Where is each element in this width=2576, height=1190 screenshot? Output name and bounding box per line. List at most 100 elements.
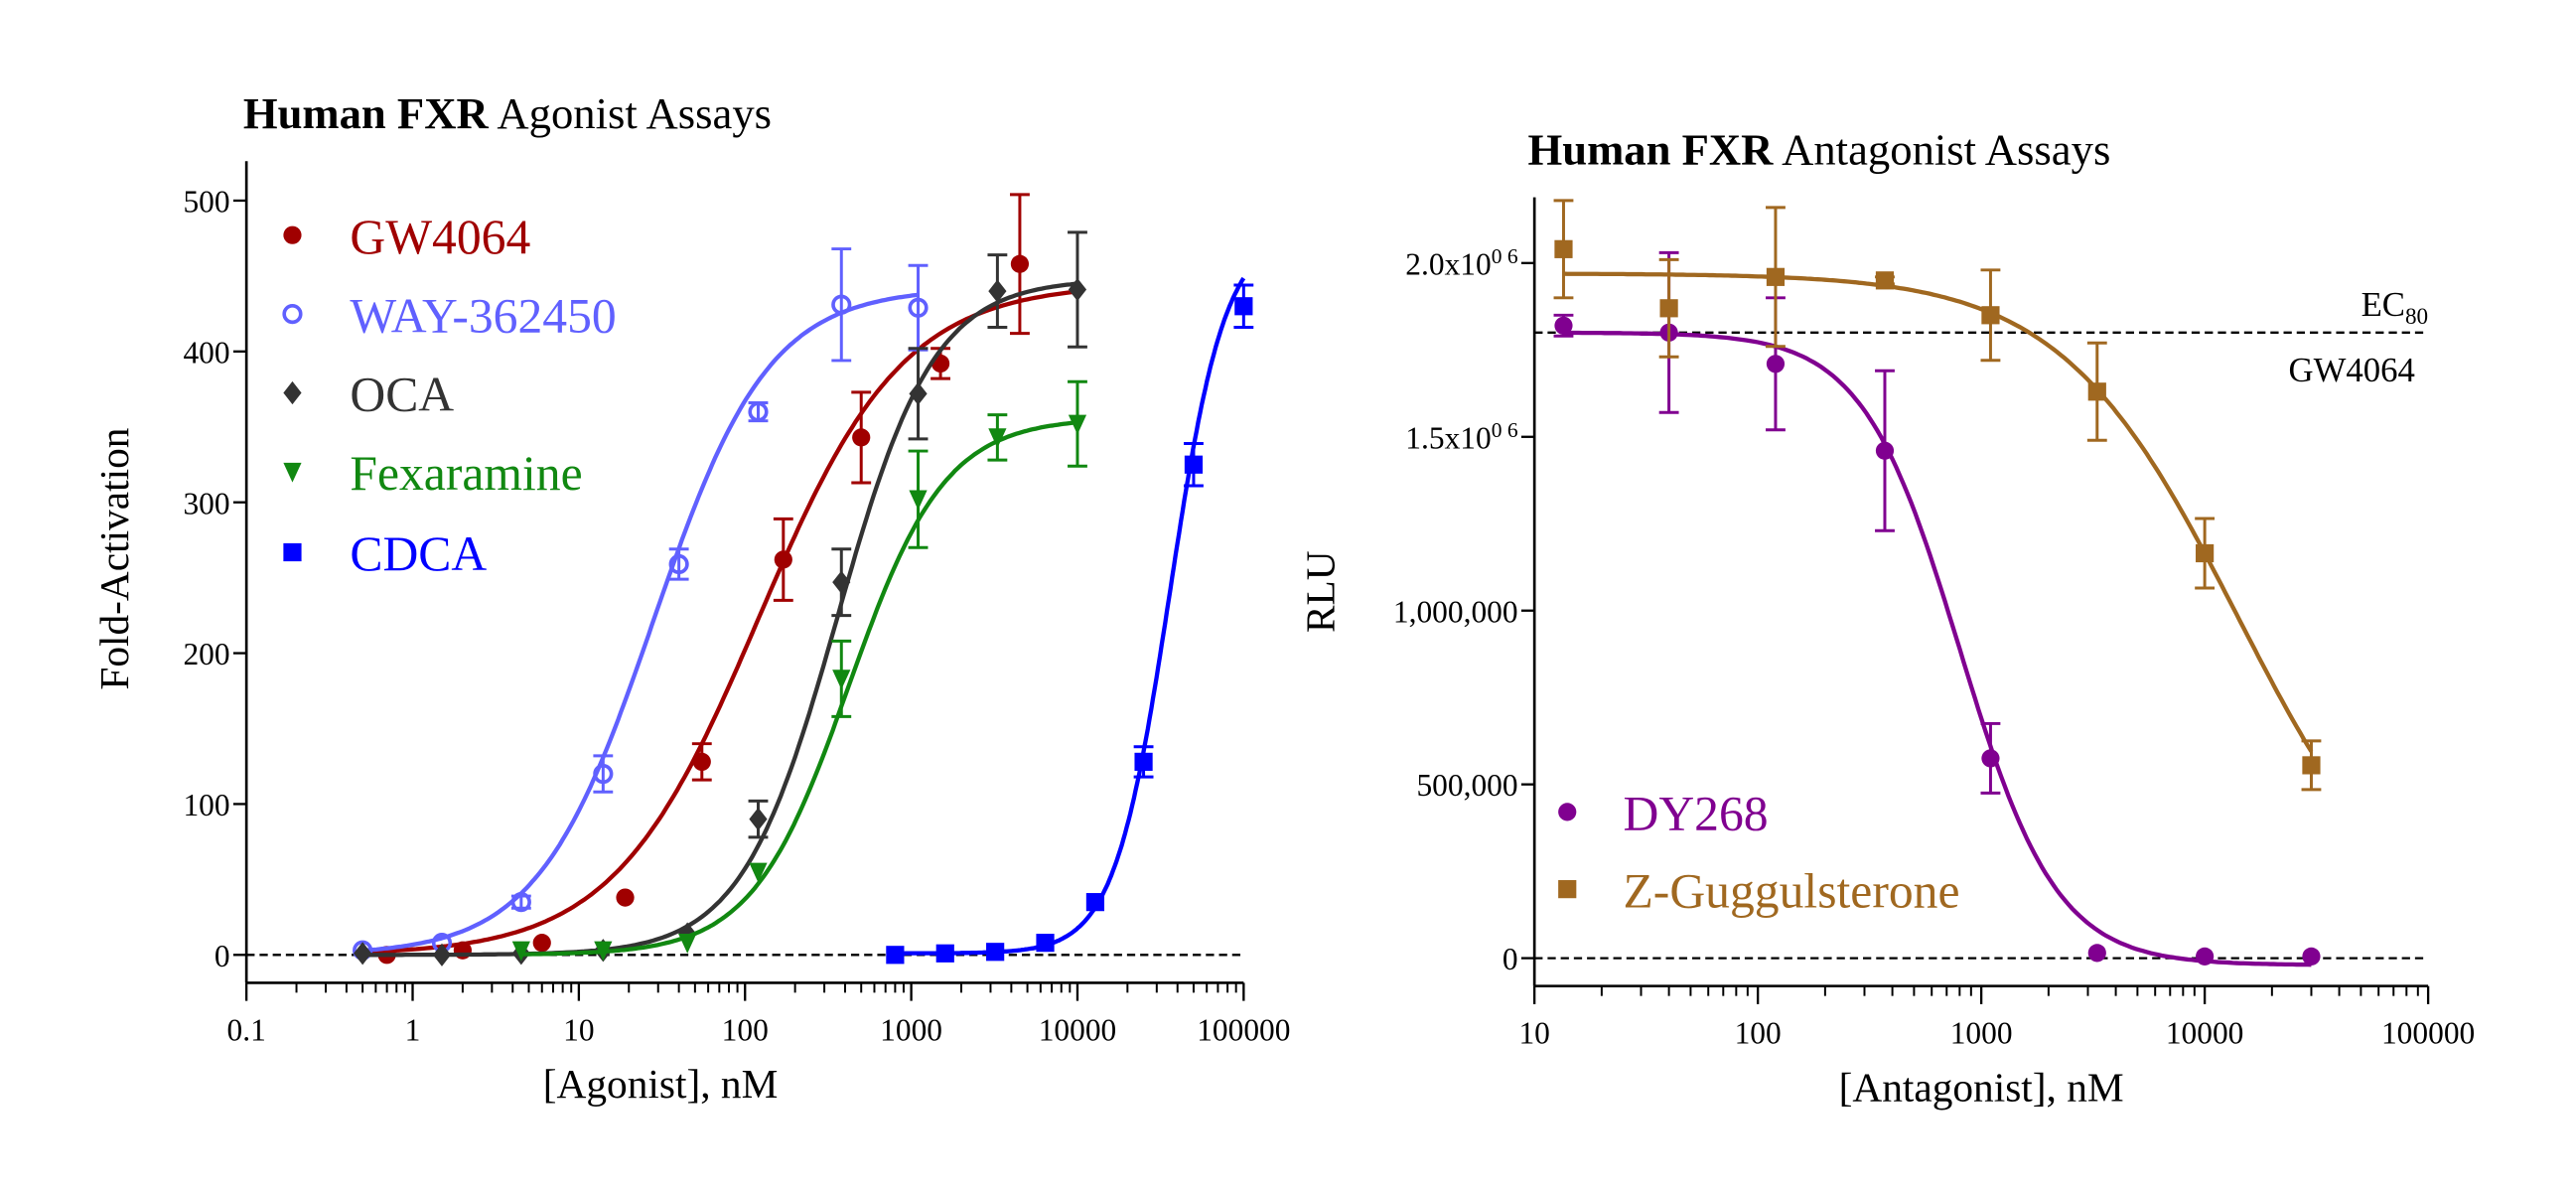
data-point bbox=[532, 934, 551, 953]
data-point bbox=[594, 941, 613, 962]
data-point bbox=[1659, 299, 1678, 318]
data-point bbox=[1875, 441, 1895, 460]
data-point bbox=[749, 862, 768, 883]
y-tick-text: 1.5x10 bbox=[1405, 420, 1491, 455]
x-tick-label: 1000 bbox=[1950, 1016, 2013, 1051]
y-tick-text: 0 bbox=[1503, 942, 1518, 976]
legend-label: CDCA bbox=[350, 526, 487, 581]
data-point bbox=[2302, 947, 2321, 966]
data-point bbox=[852, 428, 871, 447]
antagonist-chart: Human FXR Antagonist Assays [Antagonist]… bbox=[1297, 125, 2475, 1111]
legend-marker bbox=[283, 380, 302, 405]
data-point bbox=[1134, 752, 1153, 772]
series-fexaramine bbox=[511, 379, 1087, 962]
y-tick-text: 0 bbox=[215, 939, 230, 973]
data-point bbox=[1981, 306, 2000, 325]
data-point bbox=[774, 550, 792, 569]
x-axis-label: [Antagonist], nM bbox=[1839, 1065, 2124, 1111]
data-point bbox=[749, 808, 768, 831]
error-bar bbox=[593, 754, 614, 794]
x-tick-label: 10000 bbox=[1039, 1012, 1117, 1047]
fit-curve bbox=[520, 420, 1078, 957]
legend-label: GW4064 bbox=[350, 210, 530, 264]
y-tick-text: 100 bbox=[183, 788, 229, 822]
series-dy268 bbox=[1553, 250, 2321, 967]
data-point bbox=[831, 294, 852, 315]
fit-curve bbox=[362, 289, 1078, 955]
data-point bbox=[1068, 414, 1087, 435]
y-tick-text: 2.0x10 bbox=[1405, 246, 1491, 281]
data-point bbox=[1036, 934, 1055, 953]
title-rest: Agonist Assays bbox=[489, 88, 772, 138]
data-point bbox=[1554, 316, 1573, 335]
y-tick-label: 500 bbox=[183, 185, 229, 220]
data-point bbox=[908, 297, 929, 318]
y-tick-label: 0 bbox=[215, 939, 230, 973]
y-tick-text: 500 bbox=[183, 185, 229, 220]
fit-curve bbox=[1563, 330, 2312, 967]
data-point bbox=[1981, 749, 2000, 768]
data-point bbox=[986, 943, 1005, 962]
data-point bbox=[2196, 947, 2215, 966]
data-point bbox=[909, 490, 928, 511]
y-tick-superscript: 0 6 bbox=[1492, 418, 1518, 442]
data-point bbox=[2196, 543, 2215, 563]
legend-marker bbox=[283, 225, 302, 244]
x-axis-label: [Agonist], nM bbox=[543, 1061, 779, 1107]
data-point bbox=[2087, 382, 2106, 401]
data-point bbox=[668, 553, 689, 575]
data-point bbox=[748, 401, 769, 422]
data-point bbox=[832, 669, 851, 690]
y-tick-label: 300 bbox=[183, 486, 229, 521]
ec-text: EC bbox=[2361, 285, 2405, 324]
legend-marker bbox=[1558, 803, 1577, 821]
data-point bbox=[1554, 239, 1573, 258]
legend-marker bbox=[282, 304, 303, 325]
series-cdca bbox=[886, 276, 1254, 965]
y-tick-label: 2.0x100 6 bbox=[1405, 244, 1518, 282]
y-tick-text: 300 bbox=[183, 486, 229, 521]
y-tick-text: 1,000,000 bbox=[1393, 594, 1518, 629]
x-tick-label: 100000 bbox=[1197, 1012, 1290, 1047]
x-tick-label: 1000 bbox=[880, 1012, 942, 1047]
y-tick-text: 400 bbox=[183, 335, 229, 370]
data-point bbox=[1766, 267, 1786, 286]
y-tick-label: 1.5x100 6 bbox=[1405, 418, 1518, 456]
y-tick-label: 500,000 bbox=[1416, 768, 1517, 803]
agonist-chart: Human FXR Agonist Assays [Agonist], nM F… bbox=[91, 88, 1290, 1107]
legend-label: OCA bbox=[350, 368, 454, 422]
y-tick-label: 100 bbox=[183, 788, 229, 822]
data-point bbox=[2302, 756, 2321, 775]
y-axis-label: Fold-Activation bbox=[91, 427, 137, 689]
legend-marker bbox=[283, 542, 302, 562]
data-point bbox=[692, 752, 711, 772]
error-bar bbox=[668, 547, 689, 581]
legend-label: WAY-362450 bbox=[350, 288, 616, 343]
legend-label: DY268 bbox=[1623, 787, 1768, 841]
y-tick-label: 1,000,000 bbox=[1393, 594, 1518, 629]
y-tick-text: 200 bbox=[183, 637, 229, 671]
data-point bbox=[616, 888, 635, 907]
x-tick-label: 100 bbox=[1735, 1016, 1782, 1051]
data-point bbox=[988, 428, 1007, 449]
data-point bbox=[1875, 271, 1895, 290]
reference-compound-label: GW4064 bbox=[2289, 351, 2415, 389]
y-axis-label: RLU bbox=[1297, 550, 1343, 633]
series-z-guggulsterone bbox=[1553, 199, 2322, 792]
fit-curve bbox=[1563, 271, 2314, 753]
title-rest: Antagonist Assays bbox=[1773, 125, 2110, 175]
data-point bbox=[1766, 355, 1786, 373]
x-tick-label: 10 bbox=[1518, 1016, 1549, 1051]
x-tick-label: 10 bbox=[563, 1012, 594, 1047]
data-point bbox=[510, 892, 531, 913]
x-tick-label: 1 bbox=[405, 1012, 421, 1047]
data-point bbox=[354, 942, 372, 966]
y-tick-label: 400 bbox=[183, 335, 229, 370]
data-point bbox=[432, 943, 452, 967]
series-way-362450 bbox=[353, 247, 929, 961]
data-point bbox=[886, 946, 905, 965]
legend-marker bbox=[283, 462, 302, 483]
ec-subscript: 80 bbox=[2405, 304, 2428, 330]
y-tick-label: 0 bbox=[1503, 942, 1518, 976]
data-point bbox=[1234, 297, 1253, 316]
